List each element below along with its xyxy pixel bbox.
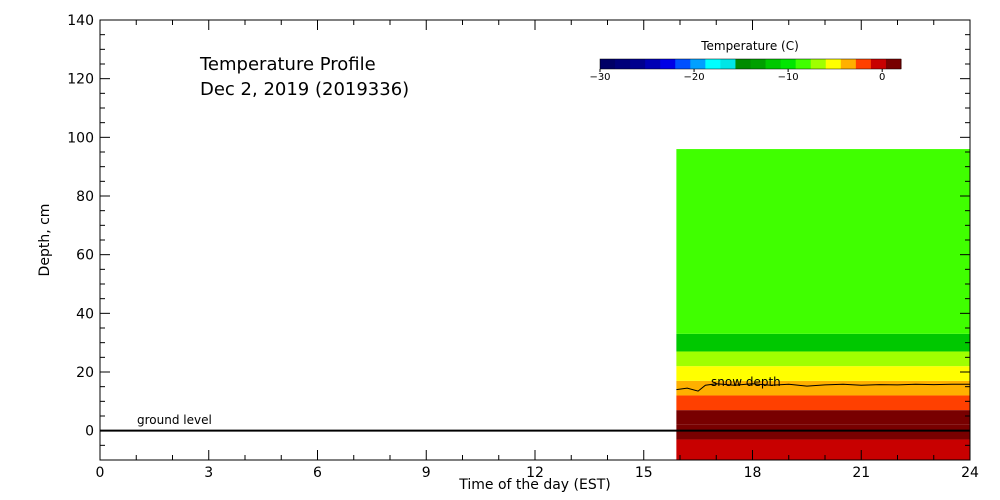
colorbar-swatch: [870, 59, 887, 69]
axes-layer: 0 3 6 9 12 15 18 21 24 0 20 40 60 80 100 120 140: [67, 13, 979, 481]
x-tick-label: 24: [961, 465, 979, 481]
x-tick-label: 3: [204, 465, 213, 481]
colorbar-swatch: [825, 59, 842, 69]
chart-subtitle: Dec 2, 2019 (2019336): [200, 79, 409, 100]
y-tick-label: 0: [85, 424, 94, 440]
heat-band-1: [676, 424, 970, 440]
colorbar-swatch: [885, 59, 902, 69]
heat-band-8: [676, 149, 970, 334]
x-tick-label: 15: [635, 465, 653, 481]
colorbar-swatch: [795, 59, 812, 69]
y-tick-label: 140: [67, 13, 94, 29]
x-tick-label: 21: [852, 465, 870, 481]
ground-level-annotation: ground level: [137, 413, 212, 427]
snow-depth-line: [676, 383, 970, 392]
y-tick-label: 40: [76, 306, 94, 322]
colorbar-swatch: [735, 59, 751, 69]
snow-depth-annotation: snow depth: [711, 375, 781, 389]
colorbar-swatch: [750, 59, 767, 69]
colorbar-swatch: [855, 59, 872, 69]
y-tick-label: 20: [76, 365, 94, 381]
heat-band-5: [676, 366, 970, 381]
colorbar-swatch: [765, 59, 782, 69]
colorbar-swatch: [840, 59, 857, 69]
colorbar-swatch: [780, 59, 797, 69]
colorbar-swatch: [690, 59, 706, 69]
heat-band-7: [676, 333, 970, 352]
chart-title: Temperature Profile: [199, 54, 376, 75]
colorbar-swatch: [615, 59, 631, 69]
x-tick-label: 12: [526, 465, 544, 481]
colorbar-tick-label: −20: [684, 72, 705, 83]
heat-band-0: [676, 439, 970, 460]
x-tick-label: 9: [422, 465, 431, 481]
y-tick-label: 120: [67, 72, 94, 88]
colorbar-swatch: [720, 59, 736, 69]
colorbar-title: Temperature (C): [700, 39, 799, 53]
heat-band-3: [676, 395, 970, 411]
y-tick-label: 60: [76, 248, 94, 264]
colorbar-swatch: [600, 59, 616, 69]
x-tick-label: 18: [744, 465, 762, 481]
colorbar-frame: [599, 58, 902, 70]
colorbar-tick-label: −10: [778, 72, 799, 83]
heat-band-6: [676, 351, 970, 367]
y-axis-label: Depth, cm: [37, 204, 53, 277]
colorbar-swatch: [675, 59, 691, 69]
x-tick-label: 0: [96, 465, 105, 481]
colorbar-tick-label: −30: [589, 72, 610, 83]
y-tick-label: 100: [67, 130, 94, 146]
colorbar-tick-label: 0: [879, 72, 885, 83]
colorbar-swatch: [630, 59, 646, 69]
snow-depth-layer: [676, 383, 970, 392]
heatmap-layer: [676, 149, 970, 460]
colorbar-swatch: [705, 59, 721, 69]
heat-band-2: [676, 410, 970, 425]
y-tick-label: 80: [76, 189, 94, 205]
x-axis-label: Time of the day (EST): [458, 477, 611, 493]
x-tick-label: 6: [313, 465, 322, 481]
colorbar-swatch: [810, 59, 827, 69]
colorbar-swatch: [645, 59, 661, 69]
colorbar-swatch: [660, 59, 676, 69]
colorbar: −30 −20 −10 0: [589, 58, 902, 83]
